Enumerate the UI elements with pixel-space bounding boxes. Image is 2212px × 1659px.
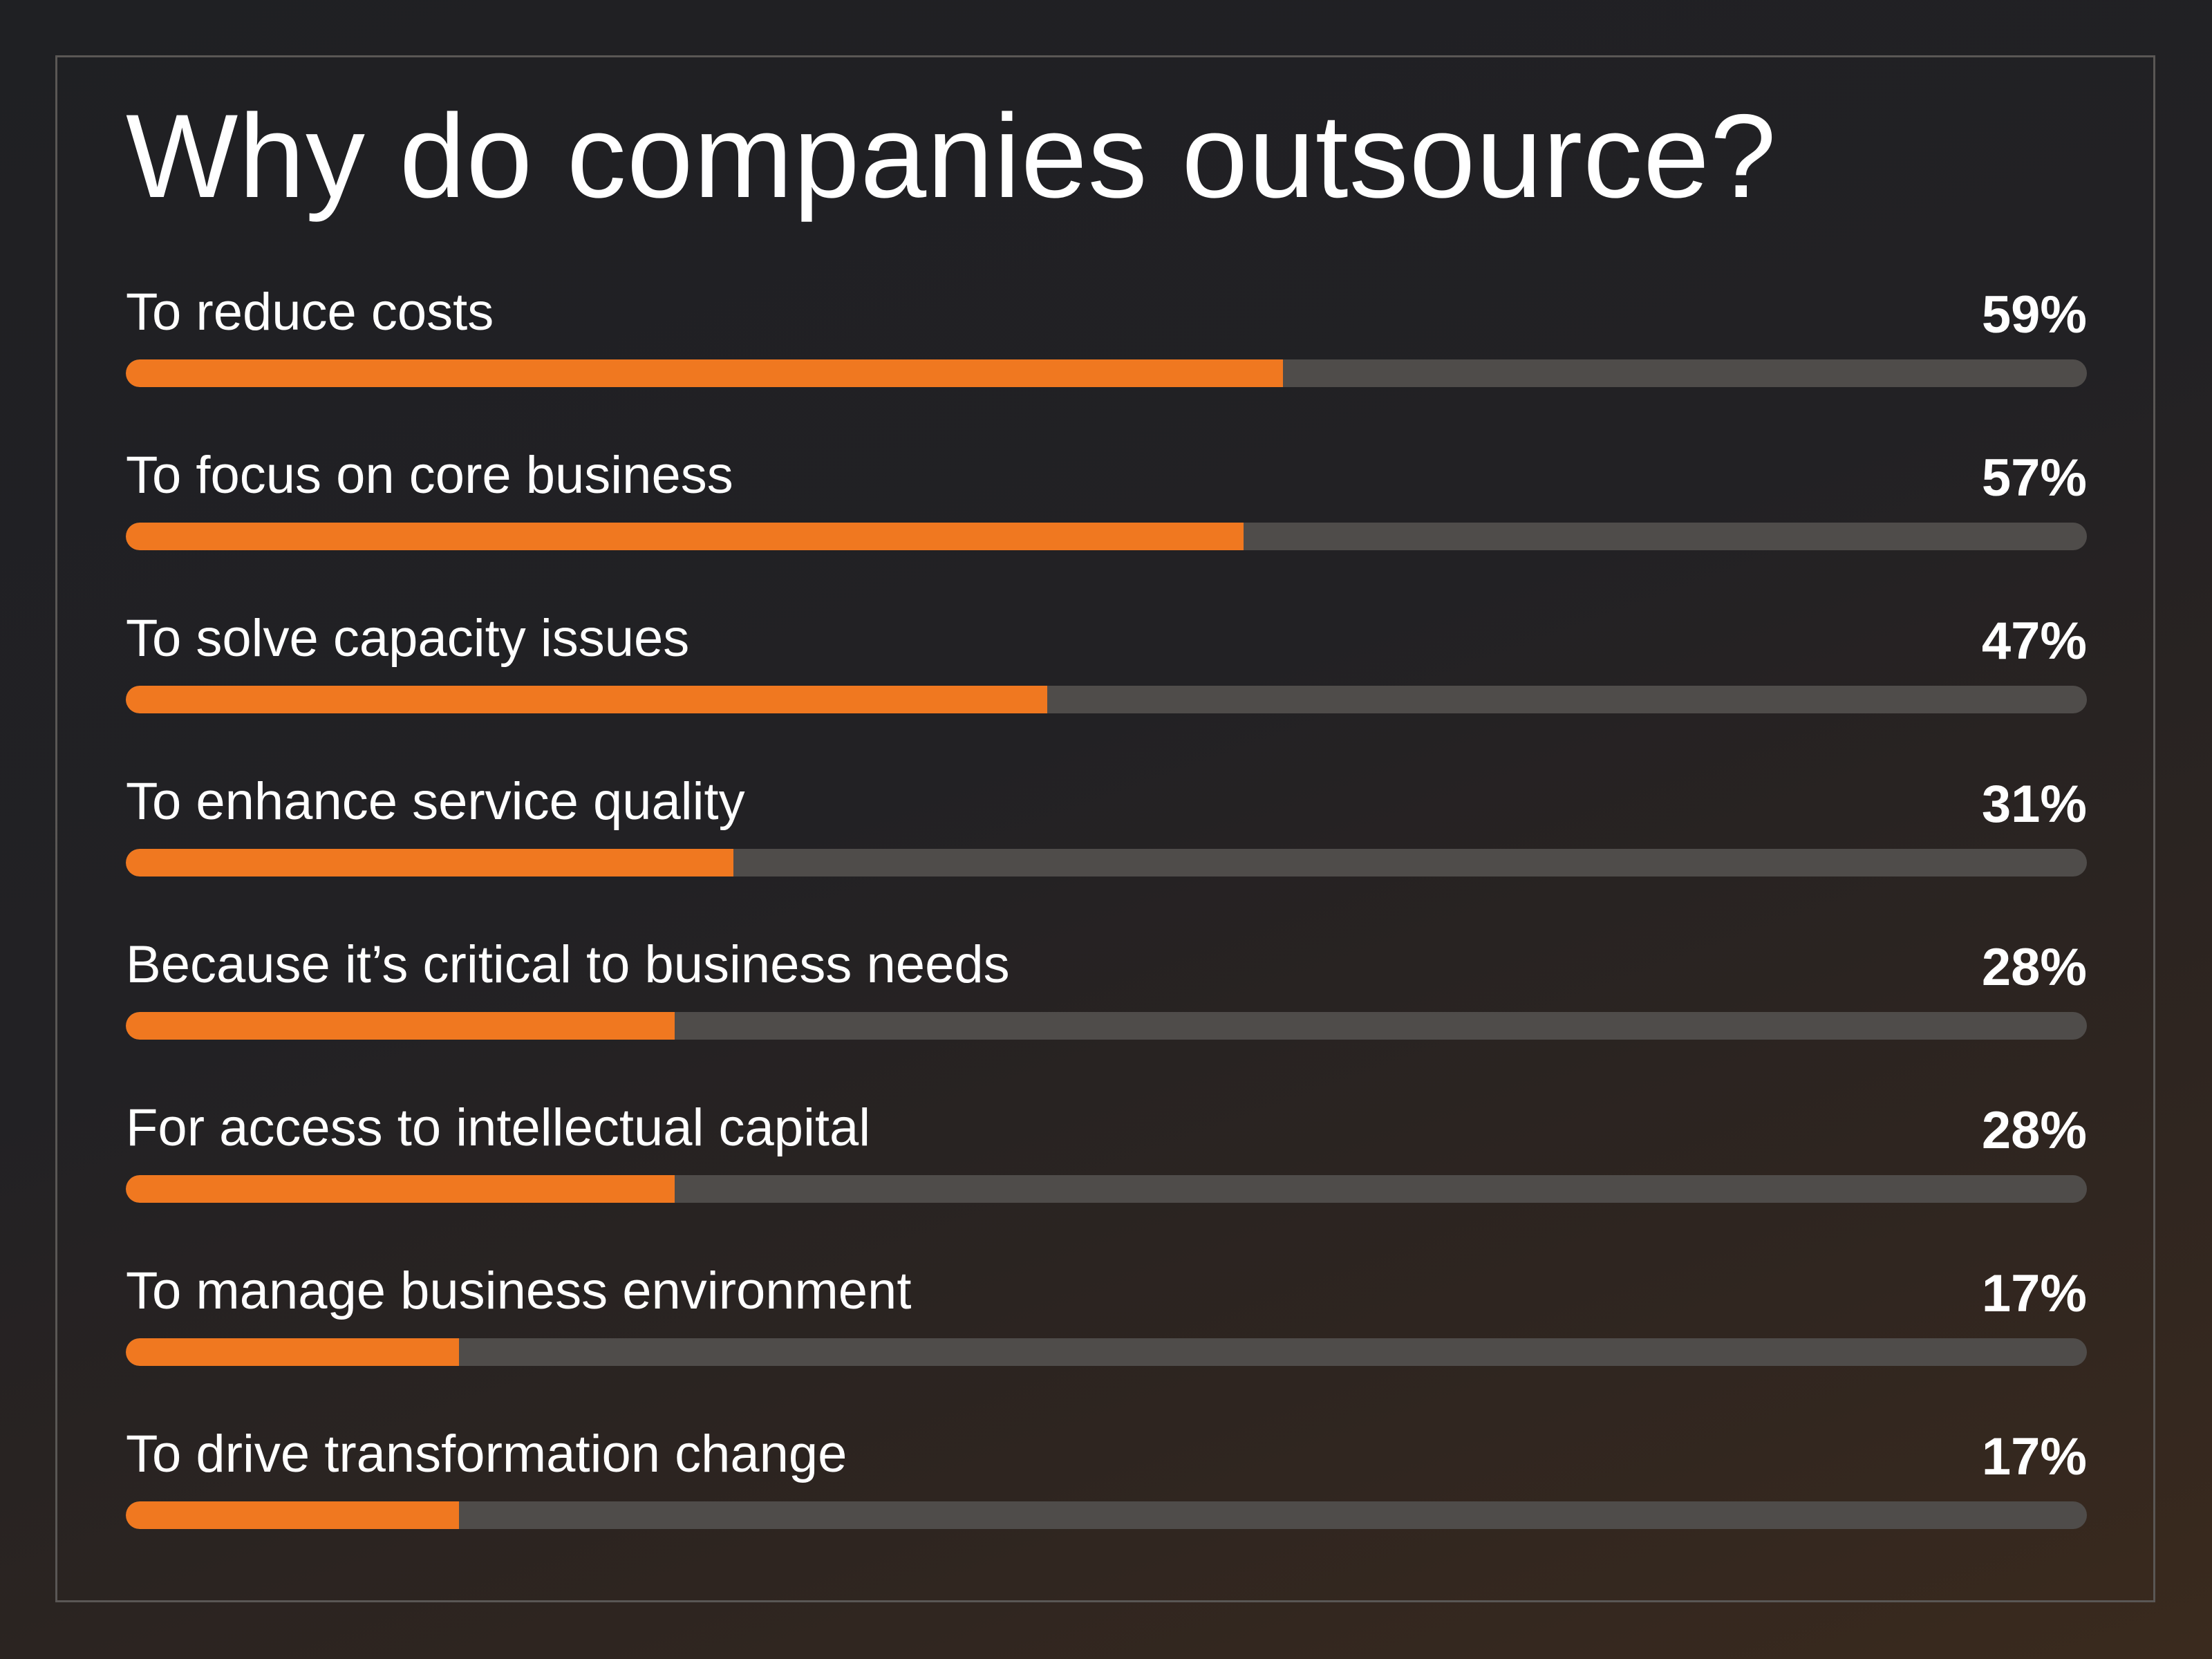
bar-row: To manage business environment 17% bbox=[126, 1265, 2087, 1403]
bar-label: To enhance service quality bbox=[126, 772, 745, 831]
chart-frame bbox=[55, 55, 2155, 1602]
bar-row: To focus on core business 57% bbox=[126, 449, 2087, 588]
bar-row: Because it’s critical to business needs … bbox=[126, 939, 2087, 1077]
bar-label: Because it’s critical to business needs bbox=[126, 935, 1010, 994]
bar-value-label: 17% bbox=[1981, 1264, 2087, 1323]
bar-row: To drive transformation change 17% bbox=[126, 1428, 2087, 1566]
bar-label: To solve capacity issues bbox=[126, 609, 690, 668]
bar-label: To reduce costs bbox=[126, 283, 494, 341]
bar-track bbox=[126, 1012, 2087, 1040]
bar-label: To manage business environment bbox=[126, 1262, 912, 1320]
bar-fill bbox=[126, 1175, 675, 1203]
bar-value-label: 28% bbox=[1981, 1101, 2087, 1160]
bar-label: For access to intellectual capital bbox=[126, 1098, 871, 1157]
bar-value-label: 47% bbox=[1981, 612, 2087, 671]
bar-fill bbox=[126, 1012, 675, 1040]
bar-value-label: 28% bbox=[1981, 938, 2087, 997]
bar-fill bbox=[126, 1501, 460, 1529]
chart-title: Why do companies outsource? bbox=[126, 90, 1777, 223]
bar-fill bbox=[126, 849, 734, 877]
bar-row: For access to intellectual capital 28% bbox=[126, 1102, 2087, 1240]
bar-fill bbox=[126, 359, 1283, 387]
bar-fill bbox=[126, 523, 1244, 550]
bar-track bbox=[126, 523, 2087, 550]
bar-label: To drive transformation change bbox=[126, 1425, 847, 1483]
bar-track bbox=[126, 686, 2087, 713]
bar-value-label: 31% bbox=[1981, 775, 2087, 834]
bar-value-label: 57% bbox=[1981, 449, 2087, 507]
bar-label: To focus on core business bbox=[126, 446, 733, 505]
bar-track bbox=[126, 1175, 2087, 1203]
bar-value-label: 17% bbox=[1981, 1427, 2087, 1486]
bar-track bbox=[126, 359, 2087, 387]
bar-value-label: 59% bbox=[1981, 285, 2087, 344]
bar-track bbox=[126, 1501, 2087, 1529]
bar-fill bbox=[126, 686, 1048, 713]
bar-row: To solve capacity issues 47% bbox=[126, 612, 2087, 751]
bar-track bbox=[126, 1338, 2087, 1366]
bar-fill bbox=[126, 1338, 460, 1366]
bar-row: To enhance service quality 31% bbox=[126, 776, 2087, 914]
bar-row: To reduce costs 59% bbox=[126, 286, 2087, 424]
bar-track bbox=[126, 849, 2087, 877]
